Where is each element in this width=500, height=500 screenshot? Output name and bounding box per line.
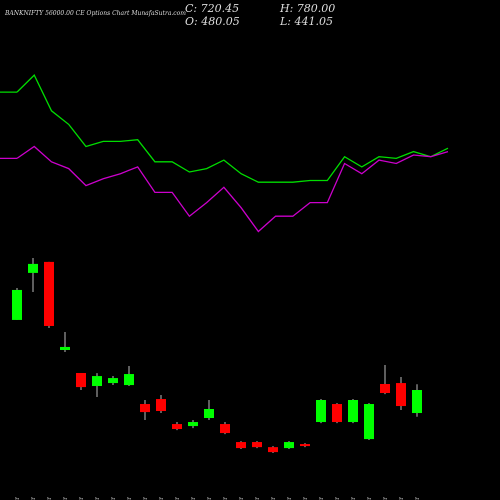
candle-body [76,372,86,388]
x-tick-label: 04 Apr [302,497,309,500]
x-tick-label: 25 Mar [190,497,197,500]
candle-body [220,424,230,434]
x-tick-label: 21 Mar [158,497,165,500]
ohlc-stat: L: 441.05 [279,15,333,28]
x-tick-label: 09 Apr [350,497,357,500]
candle-body [284,442,294,449]
x-tick-label: 13 Mar [78,497,85,500]
candle-body [300,444,310,447]
overlay-line [16,73,449,183]
candle-body [108,378,118,384]
x-tick-label: 10 Mar [30,497,37,500]
x-tick-label: 12 Mar [62,497,69,500]
candle-body [364,404,374,440]
x-tick-label: 17 Apr [414,497,421,500]
ohlc-stat: H: 780.00 [279,2,335,15]
ohlc-stat: C: 720.45 [185,2,239,15]
x-tick-label: 02 Apr [270,497,277,500]
x-tick-label: 03 Apr [286,497,293,500]
candle-body [188,422,198,427]
candle-body [156,399,166,412]
candle-body [268,447,278,453]
x-tick-label: 18 Mar [110,497,117,500]
candle-body [380,384,390,394]
candle-body [332,404,342,423]
x-tick-label: 20 Mar [142,497,149,500]
candle-body [348,400,358,423]
x-tick-label: 11 Apr [366,497,373,500]
x-tick-label: 28 Mar [238,497,245,500]
x-tick-label: 07 Apr [318,497,325,500]
x-tick-label: 19 Mar [126,497,133,500]
x-tick-label: 24 Mar [174,497,181,500]
candle-body [252,442,262,448]
overlay-line [16,145,449,233]
x-tick-label: 27 Mar [222,497,229,500]
x-tick-label: 08 Apr [334,497,341,500]
x-tick-label: 26 Mar [206,497,213,500]
x-tick-label: 15 Apr [382,497,389,500]
candle-body [172,424,182,430]
x-tick-label: 17 Mar [94,497,101,500]
candle-body [396,383,406,407]
candle-body [60,346,70,351]
ohlc-stat: O: 480.05 [185,15,240,28]
chart-title: BANKNIFTY 56000.00 CE Options Chart Muna… [4,10,186,17]
candle-body [124,374,134,386]
x-tick-label: 16 Apr [398,497,405,500]
candle-body [204,409,214,419]
x-tick-label: 01 Apr [254,497,261,500]
x-tick-label: 07 Mar [14,497,21,500]
candle-body [412,389,422,414]
candle-body [236,442,246,449]
candle-body [92,376,102,387]
candle-body [28,263,38,273]
candle-body [12,289,22,320]
x-tick-label: 11 Mar [46,497,53,500]
candle-body [140,404,150,413]
candle-body [316,400,326,423]
candle-body [44,261,54,326]
